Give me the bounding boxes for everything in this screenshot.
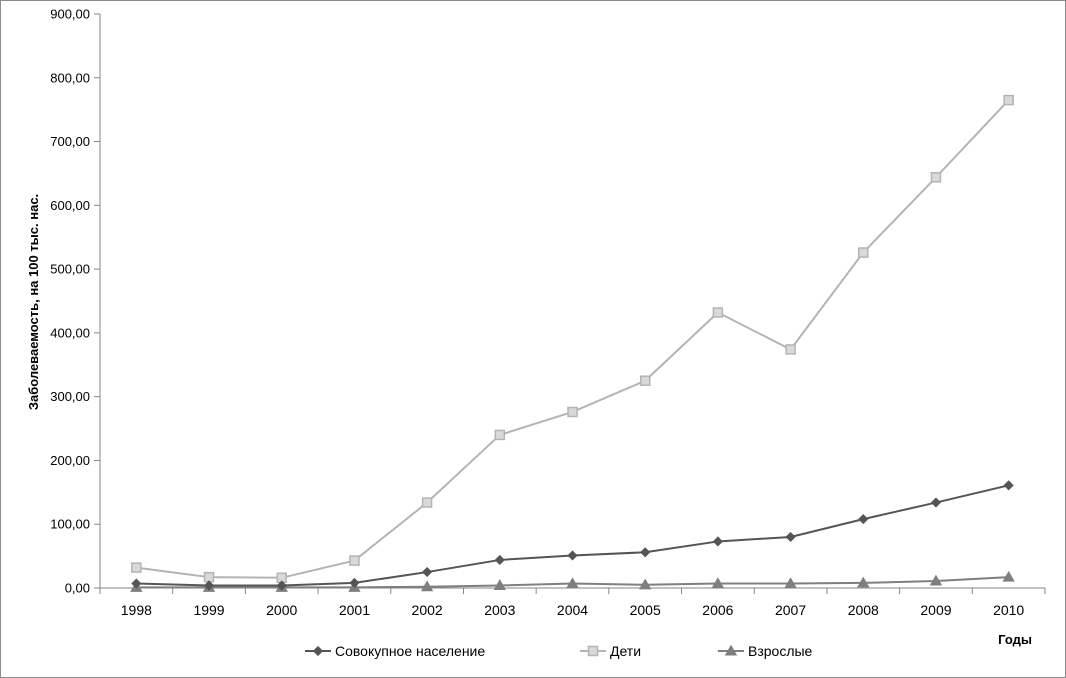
x-tick-labels: 1998 1999 2000 2001 2002 2003 2004 2005 2006 2007… xyxy=(121,602,1025,618)
data-point xyxy=(493,579,506,590)
y-tick-label: 600,00 xyxy=(50,198,90,213)
x-tick-label: 2005 xyxy=(630,602,661,618)
data-point xyxy=(422,566,433,578)
data-point xyxy=(857,576,870,588)
y-axis-title: Заболеваемость, на 100 тыс. нас. xyxy=(26,194,41,410)
y-tick-label: 0,00 xyxy=(65,581,90,596)
data-point xyxy=(349,555,360,566)
x-tick-label: 1998 xyxy=(121,602,152,618)
data-point xyxy=(640,547,651,558)
y-tick-label: 200,00 xyxy=(50,453,90,468)
series-line xyxy=(136,484,1009,587)
x-tick-label: 2009 xyxy=(920,602,951,618)
x-tick-label: 1999 xyxy=(193,602,224,618)
data-point xyxy=(1003,94,1014,106)
data-point xyxy=(784,577,797,589)
data-point xyxy=(711,577,725,589)
data-point xyxy=(639,578,652,590)
y-tick-label: 300,00 xyxy=(50,389,90,404)
data-point xyxy=(421,497,433,508)
series-layer xyxy=(130,94,1015,592)
x-tick-label: 2000 xyxy=(266,602,297,618)
data-point xyxy=(131,578,142,589)
data-point xyxy=(712,536,723,547)
x-tick-label: 2001 xyxy=(339,602,370,618)
data-point xyxy=(930,172,942,183)
series-1 xyxy=(131,480,1014,591)
series-2 xyxy=(131,94,1014,584)
series-3 xyxy=(130,570,1015,592)
legend-label: Дети xyxy=(610,643,641,659)
x-tick-label: 2004 xyxy=(557,602,588,618)
axes xyxy=(94,13,1046,594)
data-point xyxy=(639,375,651,386)
data-point xyxy=(930,497,942,508)
data-point xyxy=(785,344,796,355)
y-tick-label: 800,00 xyxy=(50,70,90,85)
data-point xyxy=(420,580,434,592)
data-point xyxy=(203,580,215,591)
x-tick-label: 2002 xyxy=(412,602,443,618)
data-point xyxy=(349,577,360,588)
legend: Совокупное население Дети Взрослые xyxy=(305,643,813,659)
data-point xyxy=(494,429,506,441)
series-line xyxy=(136,99,1010,579)
x-tick-label: 2006 xyxy=(702,602,733,618)
legend-marker xyxy=(587,645,599,657)
data-point xyxy=(567,550,578,561)
x-tick-label: 2003 xyxy=(484,602,515,618)
data-point xyxy=(712,307,724,318)
data-point xyxy=(203,571,215,583)
y-tick-label: 400,00 xyxy=(50,325,90,340)
legend-item: Взрослые xyxy=(718,643,813,659)
data-point xyxy=(276,580,287,591)
y-tick-labels: 0,00 100,00 200,00 300,00 400,00 500,00 600,00… xyxy=(50,7,90,596)
data-point xyxy=(494,554,505,566)
y-tick-label: 700,00 xyxy=(50,134,90,149)
x-tick-label: 2008 xyxy=(848,602,879,618)
legend-label: Взрослые xyxy=(748,643,813,659)
data-point xyxy=(858,247,869,258)
legend-item: Совокупное население xyxy=(305,643,485,659)
data-point xyxy=(1003,480,1014,491)
data-point xyxy=(131,562,142,573)
data-point xyxy=(566,577,579,589)
legend-marker xyxy=(724,644,738,656)
y-tick-label: 900,00 xyxy=(50,7,90,22)
data-point xyxy=(929,574,943,586)
legend-label: Совокупное население xyxy=(335,643,485,659)
legend-item: Дети xyxy=(580,643,641,659)
y-tick-label: 500,00 xyxy=(50,262,90,277)
x-axis-title: Годы xyxy=(998,632,1032,647)
y-tick-label: 100,00 xyxy=(50,517,90,532)
data-point xyxy=(858,514,869,525)
x-tick-label: 2007 xyxy=(775,602,806,618)
x-tick-label: 2010 xyxy=(993,602,1024,618)
legend-marker xyxy=(312,645,324,657)
data-point xyxy=(1002,570,1015,582)
data-point xyxy=(567,406,578,418)
data-point xyxy=(785,531,796,543)
